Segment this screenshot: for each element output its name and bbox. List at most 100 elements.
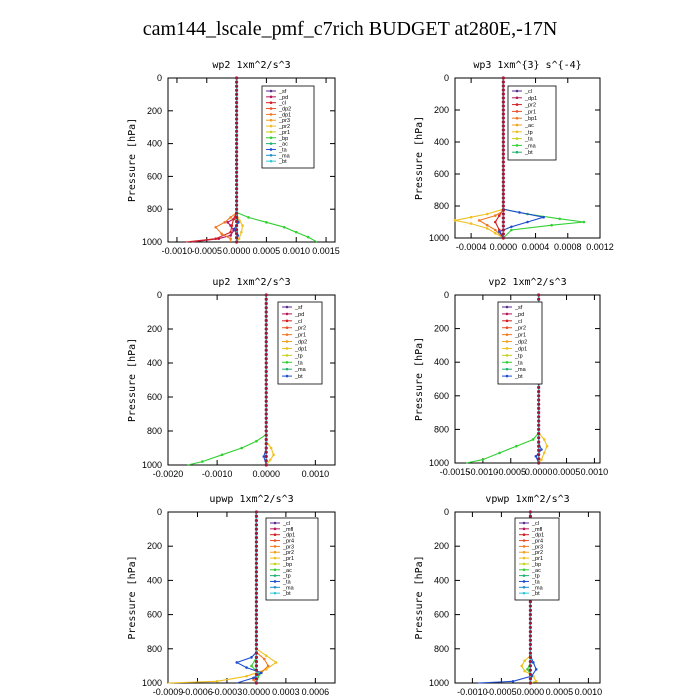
legend-box (497, 301, 543, 385)
y-tick-label: 1000 (142, 678, 162, 688)
x-tick-label: 0.0000 (525, 467, 553, 477)
legend-marker (273, 562, 277, 566)
data-point (520, 664, 523, 668)
data-point (234, 158, 239, 162)
data-point (234, 142, 239, 146)
legend-label: _tp (294, 353, 303, 359)
data-point (254, 600, 259, 604)
data-point (528, 617, 533, 621)
data-point (254, 583, 259, 587)
panel-2: wp3 1xm^{3} s^{-4} Pressure [hPa] 0 200 400 6… (414, 60, 614, 252)
data-point (241, 224, 244, 227)
legend-marker (269, 130, 273, 134)
data-point (234, 240, 239, 244)
data-point (501, 136, 505, 140)
data-point (501, 208, 505, 212)
legend-label: _pr2 (531, 550, 543, 556)
data-point (542, 215, 545, 219)
data-point (264, 395, 268, 399)
legend-label: _dp1 (531, 533, 544, 539)
legend-marker (515, 130, 519, 134)
x-tick-label: 0.0000 (517, 687, 545, 697)
data-point (501, 92, 505, 96)
legend-marker (522, 539, 526, 542)
data-point (528, 681, 533, 685)
legend-marker (269, 95, 273, 99)
legend-label: _pd (278, 95, 288, 101)
data-point (264, 412, 268, 416)
legend-label: _tp (531, 574, 540, 580)
legend-label: _dp2 (278, 107, 291, 113)
data-point (501, 224, 505, 228)
data-point (254, 651, 259, 655)
legend-label: _pd (514, 312, 524, 318)
legend-marker (285, 374, 289, 378)
plot-frame (167, 77, 336, 243)
data-point (501, 152, 505, 156)
legend-label: _dp1 (282, 533, 295, 539)
data-point (264, 654, 268, 657)
data-point (528, 672, 533, 677)
data-point (558, 217, 562, 221)
data-point (501, 108, 505, 112)
data-point (537, 448, 541, 452)
data-point (493, 220, 497, 224)
legend-marker (515, 103, 519, 106)
legend-label: _pr1 (282, 556, 294, 562)
data-point (234, 84, 239, 88)
data-point (485, 212, 489, 216)
y-tick-label: 400 (434, 575, 449, 585)
panel-title: up2 1xm^2/s^3 (212, 277, 290, 288)
data-point (234, 133, 239, 137)
legend-label: _mfl (531, 527, 542, 533)
data-point (264, 331, 268, 335)
legend-marker (505, 333, 509, 336)
data-point (264, 352, 268, 357)
legend-label: _mfl (282, 527, 293, 533)
legend-marker (269, 101, 273, 104)
data-point (229, 216, 232, 219)
x-tick-label: 0.0006 (302, 687, 330, 697)
data-point (252, 676, 255, 680)
data-point (501, 200, 505, 204)
legend-marker (285, 319, 289, 323)
data-point (501, 116, 505, 120)
data-point (254, 561, 259, 565)
y-tick-label: 200 (147, 541, 162, 551)
legend-label: _pr4 (282, 539, 294, 545)
legend-marker (515, 137, 519, 140)
legend-label: _cl (278, 101, 286, 107)
data-point (234, 101, 239, 105)
data-point (534, 679, 538, 683)
y-axis-label: Pressure [hPa] (127, 338, 138, 422)
legend-label: _tp (524, 130, 533, 136)
series-line-cl (185, 78, 238, 243)
data-point (537, 390, 541, 394)
legend-marker (273, 591, 277, 595)
x-tick-label: -0.0010 (457, 687, 488, 697)
data-point (254, 625, 259, 630)
data-point (264, 369, 268, 374)
x-tick-label: -0.0003 (212, 687, 243, 697)
data-point (515, 444, 518, 448)
data-point (537, 394, 541, 398)
data-point (254, 514, 259, 518)
data-point (254, 681, 259, 685)
data-point (528, 668, 533, 672)
x-tick-label: 0.0005 (253, 246, 281, 256)
y-tick-label: 400 (147, 358, 162, 368)
legend-label: _sf (278, 89, 287, 95)
legend-label: _pr2 (282, 550, 294, 556)
data-point (537, 385, 541, 389)
x-tick-label: 0.0000 (223, 246, 251, 256)
legend-marker (515, 116, 519, 120)
legend: _sf_pd_cl_dp2_dp1_pr3_pr2_pr1_bp_ac_ta_m… (261, 85, 315, 169)
legend-marker (285, 354, 289, 357)
data-point (537, 427, 541, 431)
legend-marker (505, 319, 509, 323)
data-point (234, 224, 239, 228)
x-tick-label: -0.0005 (192, 246, 223, 256)
data-point (526, 220, 529, 224)
legend-label: _pr3 (531, 544, 543, 550)
data-point (501, 160, 505, 164)
